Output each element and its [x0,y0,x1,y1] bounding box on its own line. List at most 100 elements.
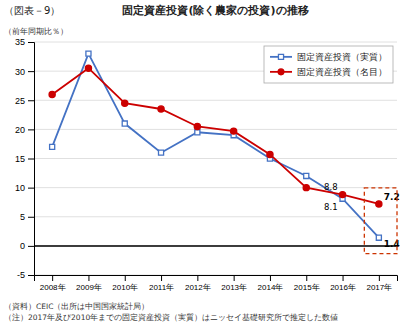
grid-line [34,216,397,217]
x-tick-mark [270,275,271,281]
annotation: 8.1 [324,202,338,212]
y-axis: -5 0 5 10 15 20 25 30 35 [15,37,35,280]
y-axis-label: （前年同期比％） [4,27,68,36]
series-point [122,100,128,106]
x-tick: 2012年 [185,275,211,292]
x-axis-line [35,276,398,282]
y-tick: 5 [20,212,34,222]
y-tick-label: 30 [15,67,25,77]
series-point [50,144,55,149]
y-tick: 25 [15,96,34,106]
x-tick-mark [234,275,235,281]
series-point [86,51,91,56]
x-tick-mark [52,275,53,281]
title: 固定資産投資(除く農家の投資)の推移 [122,4,308,17]
x-axis: 2008年 2009年 2010年 2011年 2012年 2013年 2014年 2015年… [35,275,398,292]
series-point [159,150,164,155]
x-tick: 2014年 [258,275,284,292]
series-line [52,68,379,204]
series-point [194,123,200,129]
series-point [304,173,309,178]
series-point [122,121,127,126]
x-tick-label: 2012年 [185,283,211,292]
y-tick-mark [28,217,34,218]
y-tick: 10 [15,183,34,193]
series-point [303,185,309,191]
x-tick: 2017年 [366,275,392,292]
y-tick-label: -5 [17,270,25,280]
grid-line [34,100,397,101]
y-tick: 0 [20,241,34,251]
x-tick-label: 2014年 [258,283,284,292]
footnote: （資料）CEIC（出所は中国国家統計局） [4,302,149,311]
x-tick-label: 2017年 [366,283,392,292]
legend-box [264,46,393,83]
x-tick-mark [197,275,198,281]
legend-marker [278,69,284,75]
x-tick-mark [161,275,162,281]
x-tick: 2008年 [40,275,66,292]
y-tick-mark [28,42,34,43]
series-point [376,201,382,207]
x-tick-label: 2010年 [112,283,138,292]
footnote: （注）2017年及び2010年までの固定資産投資（実質）はニッセイ基礎研究所で推… [4,313,338,322]
x-tick: 2010年 [112,275,138,292]
series-point [195,130,200,135]
y-tick: 15 [15,154,34,164]
x-tick-label: 2015年 [294,283,320,292]
x-tick: 2009年 [76,275,102,292]
legend-item: 固定資産投資（実質） [270,52,387,62]
y-tick-label: 15 [15,154,25,164]
y-tick-mark [28,129,34,130]
series-point [376,235,381,240]
annotations: 8.88.17.21.4 [324,182,400,249]
legend-item: 固定資産投資（名目） [270,67,387,77]
x-tick: 2013年 [221,275,247,292]
x-tick-label: 2011年 [149,283,174,292]
y-tick-mark [28,275,34,276]
series-point [158,106,164,112]
header: （図表－9） [4,5,60,16]
y-tick-mark [28,71,34,72]
annotation: 8.8 [324,182,338,192]
y-tick-mark [28,159,34,160]
grid-line [34,187,397,188]
y-tick-label: 25 [15,96,25,106]
x-tick-mark [306,275,307,281]
legend-label: 固定資産投資（実質） [297,52,387,62]
y-tick: 35 [15,37,34,47]
series-point [339,192,345,198]
x-tick-mark [125,275,126,281]
grid-line [34,158,397,159]
highlight-box [364,188,397,254]
plot: -5 0 5 10 15 20 25 30 35 2008年 2009年 2010年 2011年 2012… [15,37,400,291]
y-tick-mark [28,246,34,247]
grid-line [34,245,397,246]
y-tick: -5 [17,270,34,280]
x-tick-label: 2013年 [221,283,247,292]
y-tick-label: 10 [15,183,25,193]
series-point [49,91,55,97]
legend-marker [278,54,283,59]
grid [34,42,397,275]
y-tick-mark [28,188,34,189]
x-tick-mark [343,275,344,281]
x-tick-label: 2016年 [330,283,356,292]
grid-line [34,42,397,43]
x-tick: 2015年 [294,275,320,292]
y-tick-mark [28,100,34,101]
x-tick-mark [88,275,89,281]
x-tick-mark [379,275,380,281]
legend-label: 固定資産投資（名目） [297,67,387,77]
y-tick-label: 0 [20,241,25,251]
y-tick-label: 35 [15,37,25,47]
series-point [267,151,273,157]
zero-line [34,245,397,247]
y-axis-line [28,43,35,276]
x-tick: 2011年 [149,275,174,292]
series-point [85,65,91,71]
legend: 固定資産投資（実質） 固定資産投資（名目） [264,46,393,83]
y-tick-label: 20 [15,125,25,135]
chart: （図表－9） 固定資産投資(除く農家の投資)の推移 （前年同期比％） -5 0 5 10 15… [0,0,407,325]
y-tick-label: 5 [20,212,25,222]
